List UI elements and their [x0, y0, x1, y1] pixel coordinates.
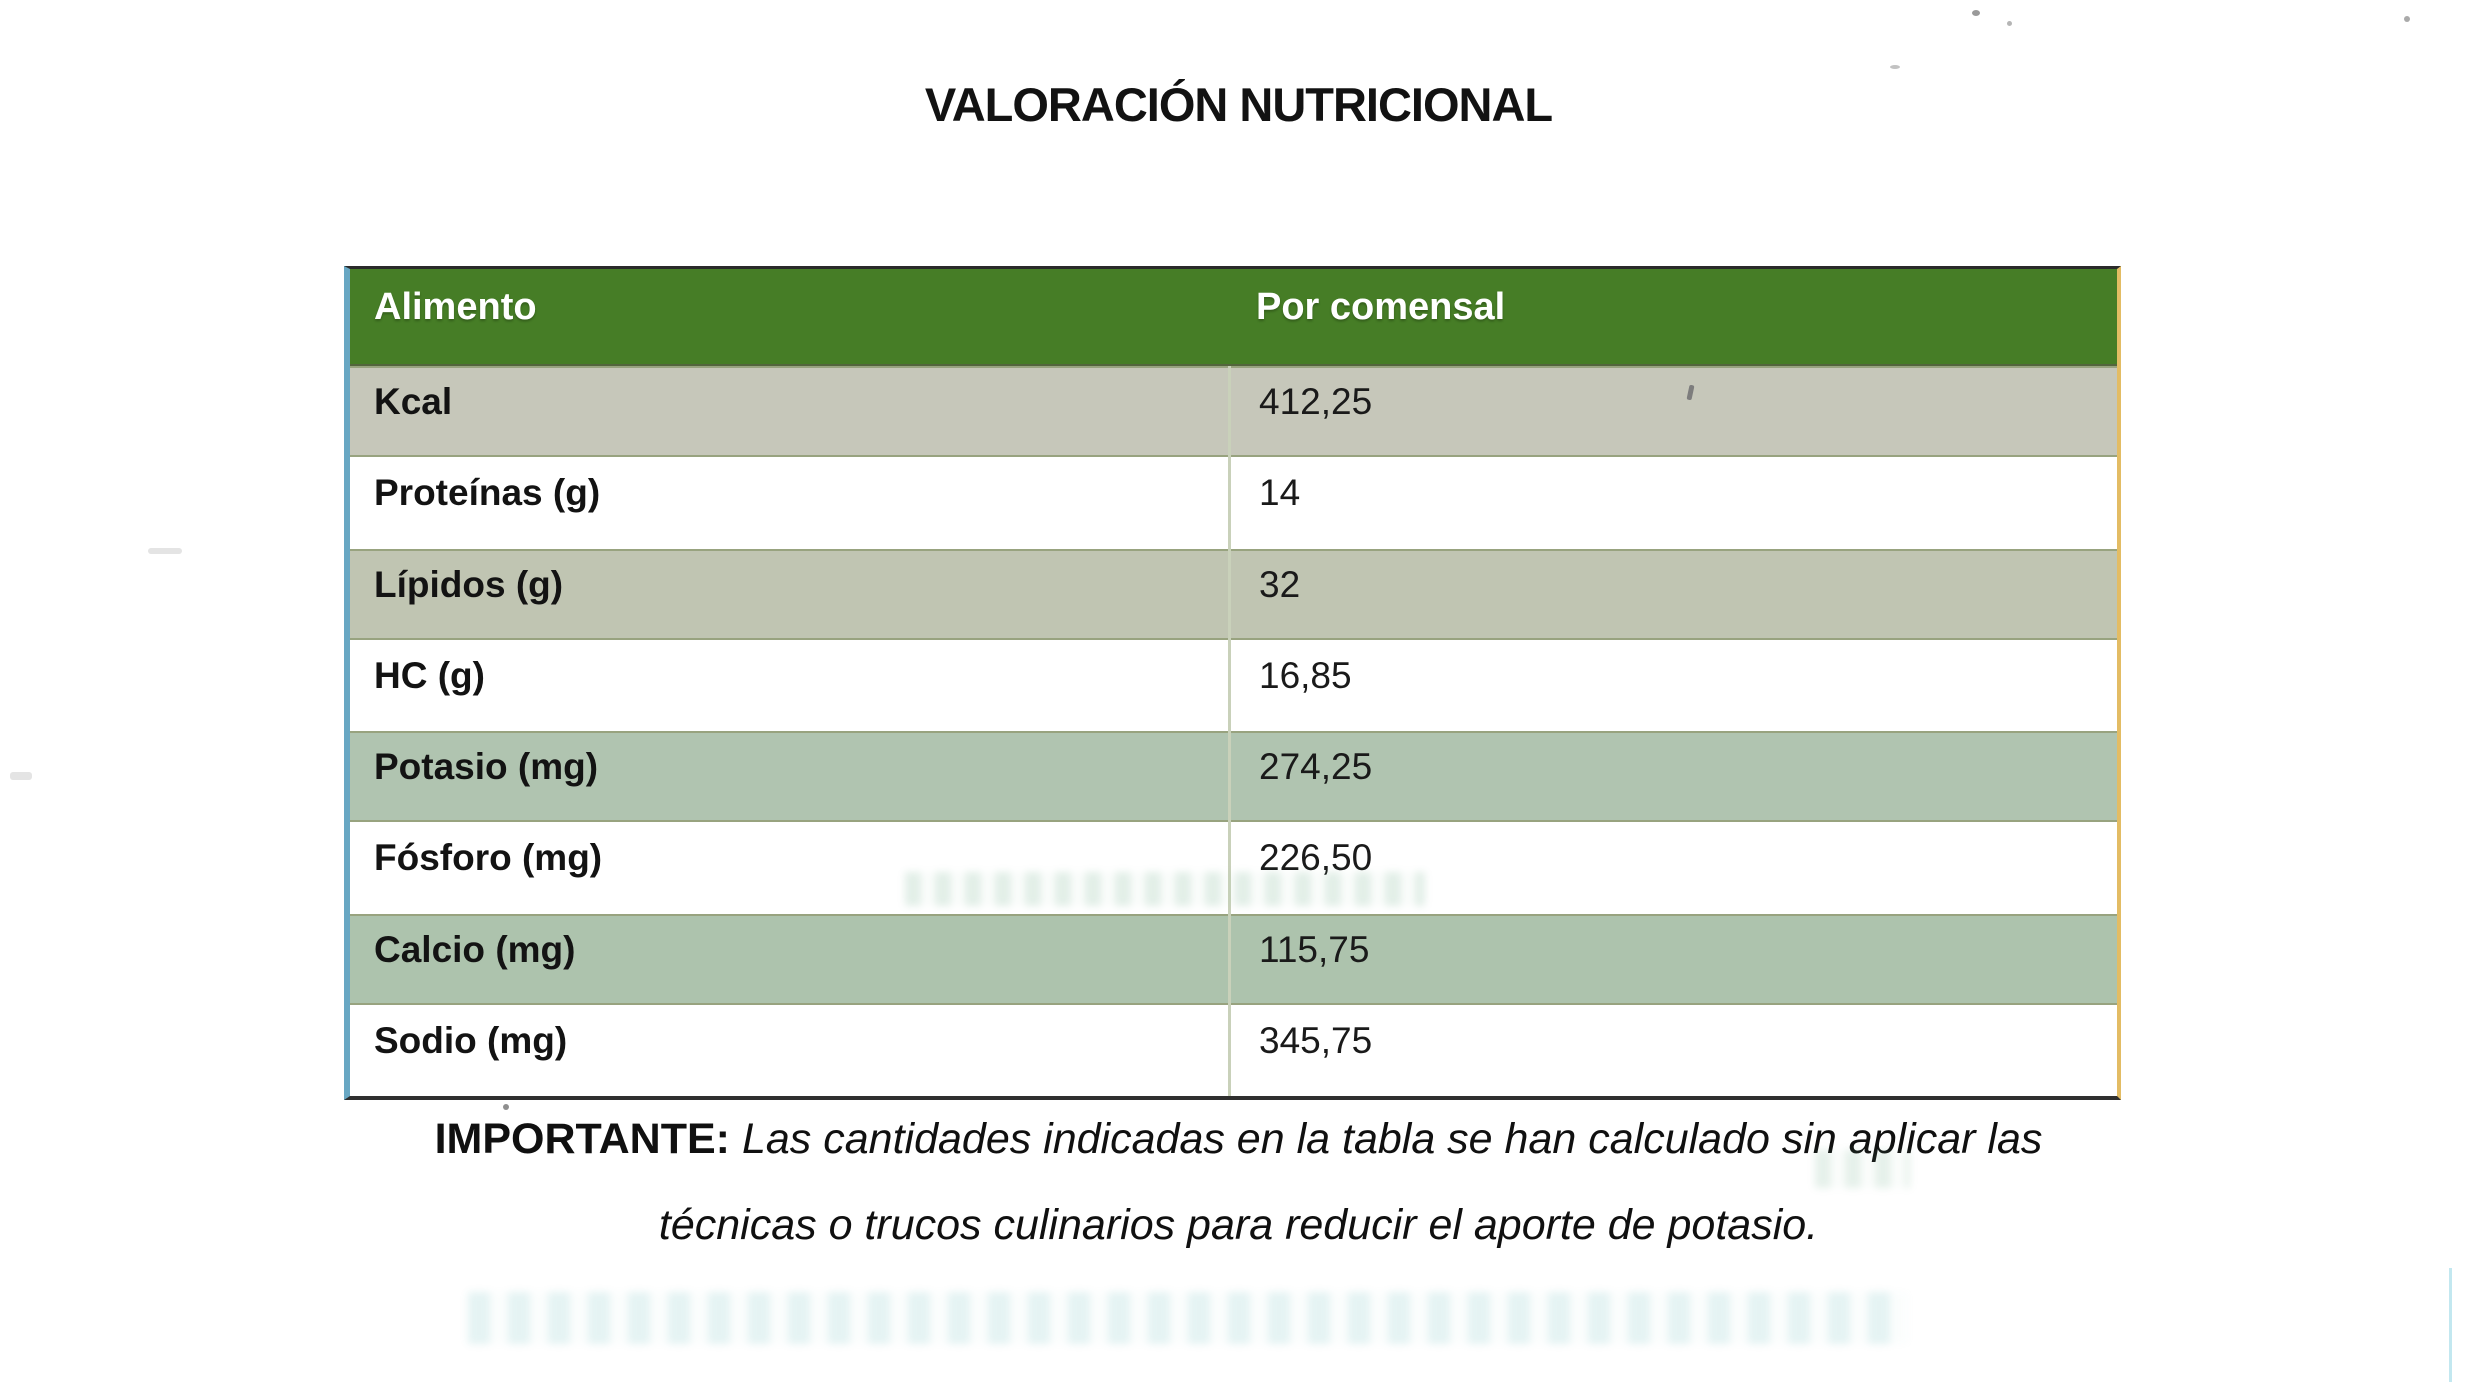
scan-smudge: [148, 548, 182, 554]
bleed-through-artifact: [1815, 1150, 1910, 1188]
scan-speck: [1972, 10, 1980, 16]
table-row: Calcio (mg) 115,75: [350, 913, 2117, 1005]
scan-smudge: [10, 772, 32, 780]
important-note: IMPORTANTE: Las cantidades indicadas en …: [0, 1112, 2477, 1252]
note-line-1: IMPORTANTE: Las cantidades indicadas en …: [0, 1112, 2477, 1166]
bleed-through-artifact: [468, 1292, 1908, 1344]
table-row: Proteínas (g) 14: [350, 457, 2117, 549]
table-header-row: Alimento Por comensal: [350, 269, 2117, 366]
table-row: Kcal 412,25: [350, 366, 2117, 458]
scan-speck: [2007, 21, 2012, 26]
table-row: Sodio (mg) 345,75: [350, 1004, 2117, 1096]
row-value: 274,25: [1228, 731, 2117, 823]
table-row: Fósforo (mg) 226,50: [350, 822, 2117, 914]
bleed-through-artifact: [905, 872, 1425, 906]
note-line-2: técnicas o trucos culinarios para reduci…: [0, 1198, 2477, 1252]
row-label: Sodio (mg): [374, 1019, 568, 1061]
table-row: Lípidos (g) 32: [350, 548, 2117, 640]
row-label: Kcal: [374, 381, 453, 422]
row-value: 115,75: [1228, 913, 2117, 1005]
note-text-2: técnicas o trucos culinarios para reduci…: [658, 1201, 1819, 1249]
row-label: Calcio (mg): [374, 928, 576, 970]
row-label: Fósforo (mg): [374, 837, 603, 879]
row-value: 14: [1228, 457, 2117, 549]
row-value: 226,50: [1228, 822, 2117, 914]
note-text-1: Las cantidades indicadas en la tabla se …: [741, 1115, 2043, 1163]
scan-speck: [1890, 65, 1900, 69]
row-label: Proteínas (g): [374, 472, 601, 514]
scan-edge-line: [2449, 1268, 2452, 1382]
table-row: HC (g) 16,85: [350, 639, 2117, 731]
page-title: VALORACIÓN NUTRICIONAL: [924, 78, 1553, 131]
row-value: 345,75: [1228, 1004, 2117, 1096]
scan-speck: [503, 1104, 509, 1110]
row-value: 16,85: [1228, 639, 2117, 731]
table-rows: Kcal 412,25 Proteínas (g) 14 Lípidos (g) 32 HC…: [350, 366, 2117, 1096]
row-value: 412,25: [1228, 366, 2117, 458]
row-value: 32: [1228, 548, 2117, 640]
row-label: Potasio (mg): [374, 746, 599, 787]
row-label: Lípidos (g): [374, 563, 564, 605]
column-header-por-comensal: Por comensal: [1256, 286, 1506, 328]
scan-speck: [2404, 16, 2410, 22]
note-lead: IMPORTANTE:: [434, 1115, 731, 1163]
column-header-alimento: Alimento: [374, 286, 537, 328]
table-row: Potasio (mg) 274,25: [350, 731, 2117, 823]
nutrition-table: Alimento Por comensal Kcal 412,25 Proteína…: [344, 266, 2121, 1100]
row-label: HC (g): [374, 654, 485, 696]
